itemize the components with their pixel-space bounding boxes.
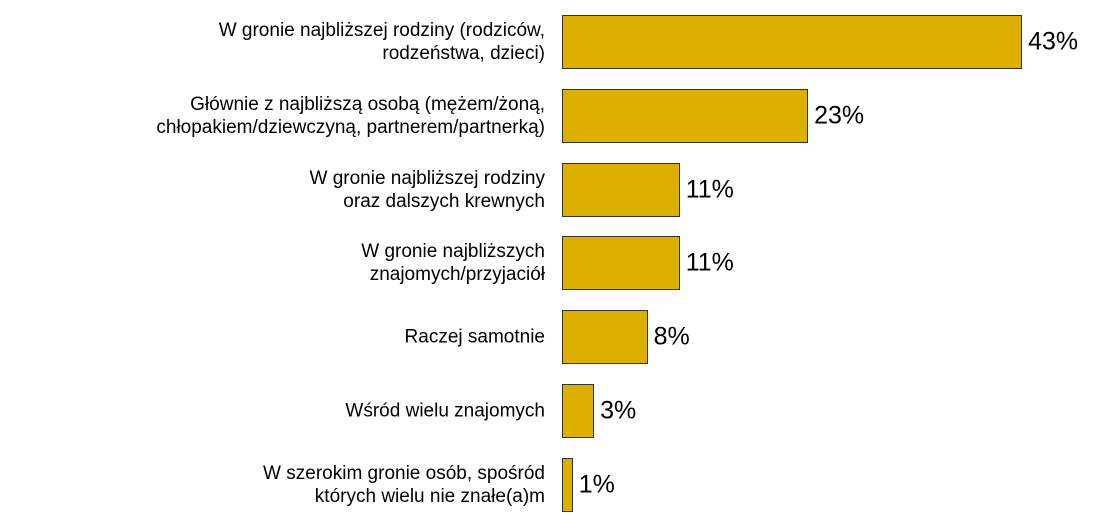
value-label: 11% [685, 248, 734, 277]
category-label: Raczej samotnie [404, 326, 545, 348]
bar [562, 457, 573, 512]
value-label: 1% [578, 470, 615, 499]
value-label: 43% [1028, 27, 1079, 56]
value-label: 8% [653, 322, 690, 351]
bar [562, 236, 680, 291]
bar [562, 162, 680, 217]
category-label: W szerokim gronie osób, spośród których … [263, 462, 545, 507]
category-label: W gronie najbliższej rodziny (rodziców, … [218, 20, 545, 64]
category-label: W gronie najbliższej rodziny oraz dalszy… [309, 167, 546, 212]
value-label: 3% [600, 396, 637, 425]
bar [562, 384, 595, 438]
bar [562, 88, 809, 143]
bar [562, 15, 1023, 69]
category-label: W gronie najbliższych znajomych/przyjaci… [361, 241, 545, 286]
value-label: 11% [685, 175, 734, 204]
value-label: 23% [814, 101, 865, 130]
category-label: Głównie z najbliższą osobą (mężem/żoną, … [156, 93, 545, 138]
category-label: Wśród wielu znajomych [345, 400, 545, 422]
bar [562, 310, 648, 365]
